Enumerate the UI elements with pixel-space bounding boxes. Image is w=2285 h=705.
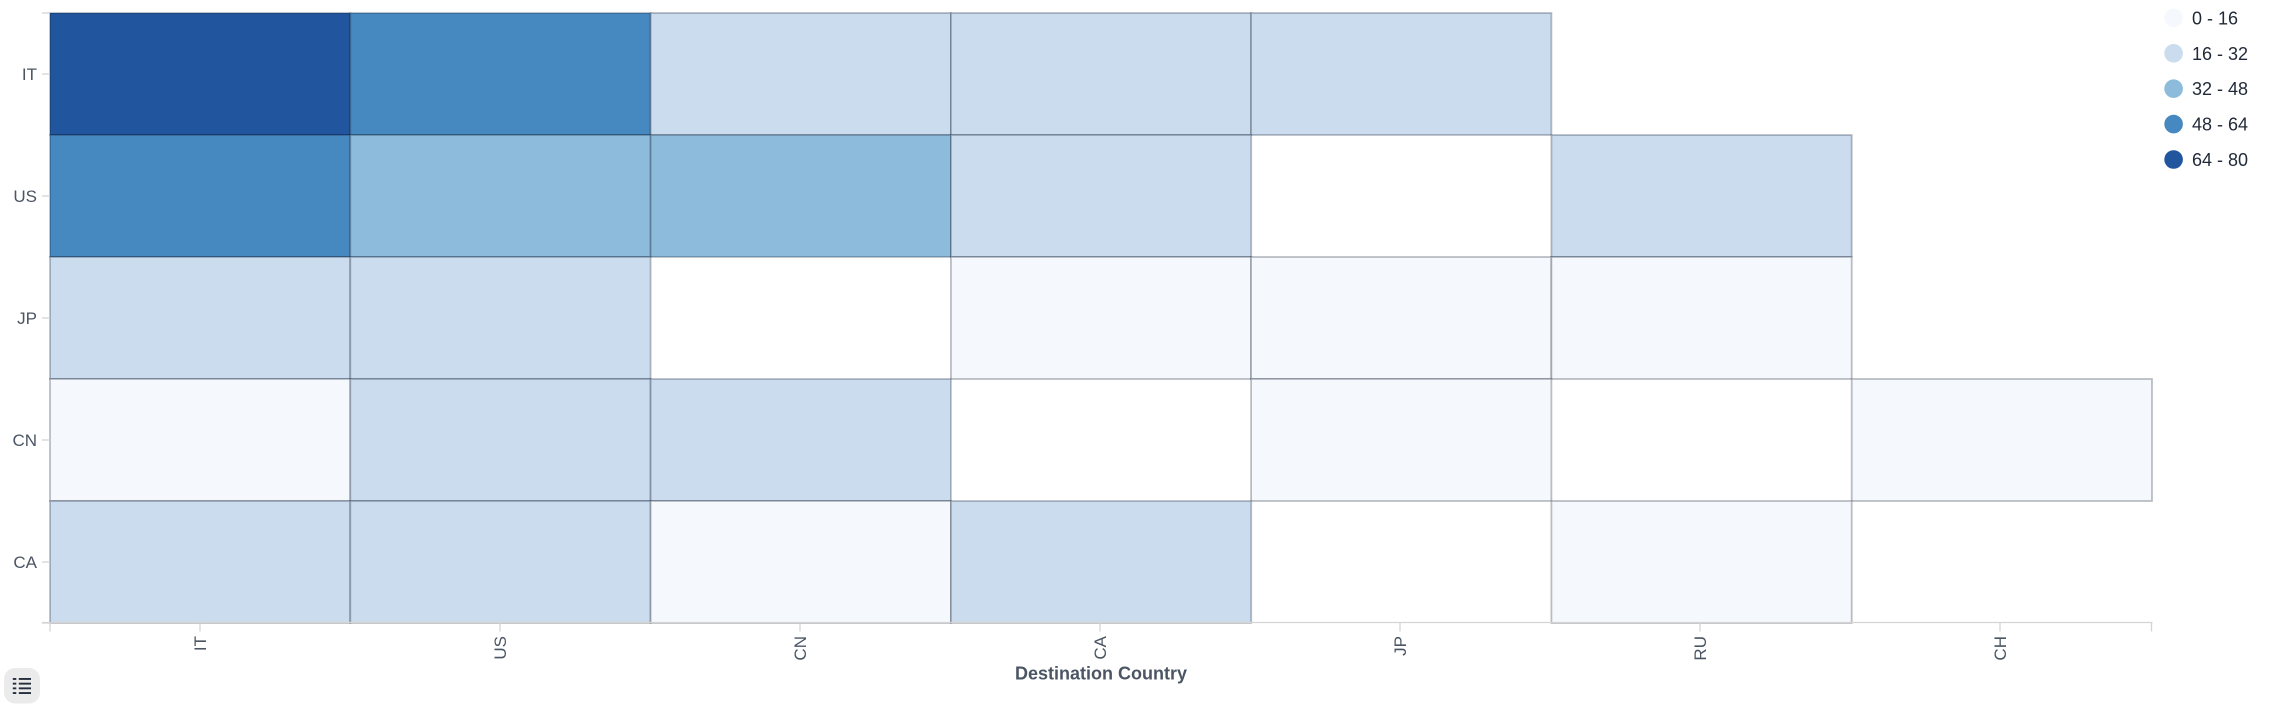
- svg-text:IT: IT: [191, 636, 210, 651]
- svg-text:CH: CH: [1991, 636, 2010, 661]
- svg-text:16 - 32: 16 - 32: [2192, 44, 2248, 64]
- svg-text:Destination Country: Destination Country: [1015, 664, 1187, 684]
- svg-text:IT: IT: [22, 65, 37, 84]
- svg-text:CA: CA: [13, 553, 37, 572]
- svg-text:US: US: [13, 187, 37, 206]
- svg-text:CN: CN: [791, 636, 810, 661]
- svg-text:32 - 48: 32 - 48: [2192, 79, 2248, 99]
- svg-text:0 - 16: 0 - 16: [2192, 8, 2238, 28]
- svg-text:CN: CN: [12, 431, 37, 450]
- svg-text:US: US: [491, 636, 510, 660]
- svg-text:64 - 80: 64 - 80: [2192, 150, 2248, 170]
- svg-text:RU: RU: [1691, 636, 1710, 661]
- svg-text:JP: JP: [1391, 636, 1410, 656]
- svg-text:JP: JP: [17, 309, 37, 328]
- svg-text:CA: CA: [1091, 635, 1110, 659]
- svg-text:48 - 64: 48 - 64: [2192, 115, 2248, 135]
